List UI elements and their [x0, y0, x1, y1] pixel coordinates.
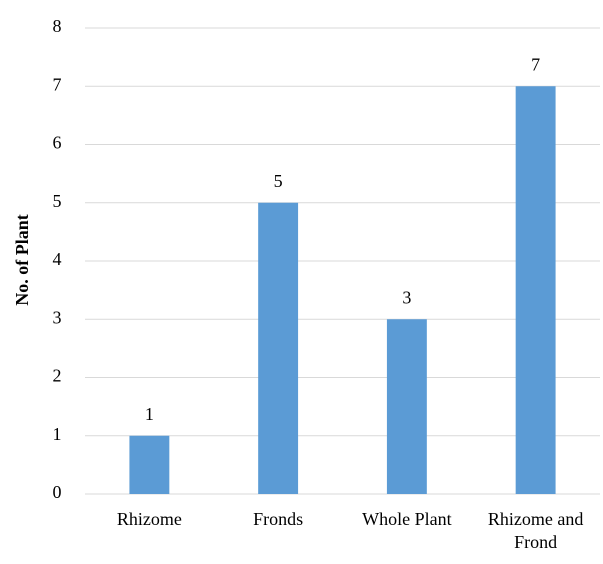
y-tick-label: 5: [53, 191, 62, 211]
y-tick-label: 7: [53, 74, 62, 94]
data-label: 3: [402, 287, 411, 307]
bar: [129, 435, 170, 494]
y-tick-label: 4: [53, 249, 62, 269]
bar: [258, 202, 299, 494]
data-label: 1: [145, 404, 154, 424]
x-category-label: Rhizome: [117, 509, 182, 529]
x-category-label: Rhizome and Frond: [488, 509, 583, 552]
x-category-label-line: Frond: [514, 532, 557, 552]
y-tick-label: 0: [53, 482, 62, 502]
data-label: 5: [274, 171, 283, 191]
y-tick-label: 1: [53, 424, 62, 444]
y-tick-label: 6: [53, 133, 62, 153]
y-tick-label: 3: [53, 307, 62, 327]
bar: [515, 86, 556, 494]
y-tick-labels: 0 1 2 3 4 5 6 7 8: [53, 16, 62, 502]
x-category-label-line: Fronds: [253, 509, 303, 529]
gridlines: [85, 27, 600, 495]
bars: [129, 86, 556, 494]
y-tick-label: 8: [53, 16, 62, 36]
data-label: 7: [531, 54, 540, 74]
x-category-label: Whole Plant: [362, 509, 451, 529]
x-category-label-line: Rhizome: [117, 509, 182, 529]
category-labels: Rhizome Fronds Whole Plant Rhizome and Frond: [117, 509, 583, 552]
x-category-label-line: Whole Plant: [362, 509, 451, 529]
x-category-label: Fronds: [253, 509, 303, 529]
x-category-label-line: Rhizome and: [488, 509, 583, 529]
y-tick-label: 2: [53, 366, 62, 386]
bar: [386, 319, 427, 494]
y-axis-title: No. of Plant: [12, 214, 32, 306]
